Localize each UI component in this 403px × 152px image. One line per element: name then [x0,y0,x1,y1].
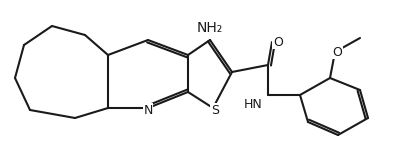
Text: HN: HN [244,97,262,111]
Text: NH₂: NH₂ [197,21,223,35]
Text: N: N [143,104,153,116]
Text: S: S [211,104,219,116]
Text: O: O [332,45,342,59]
Text: O: O [273,36,283,48]
